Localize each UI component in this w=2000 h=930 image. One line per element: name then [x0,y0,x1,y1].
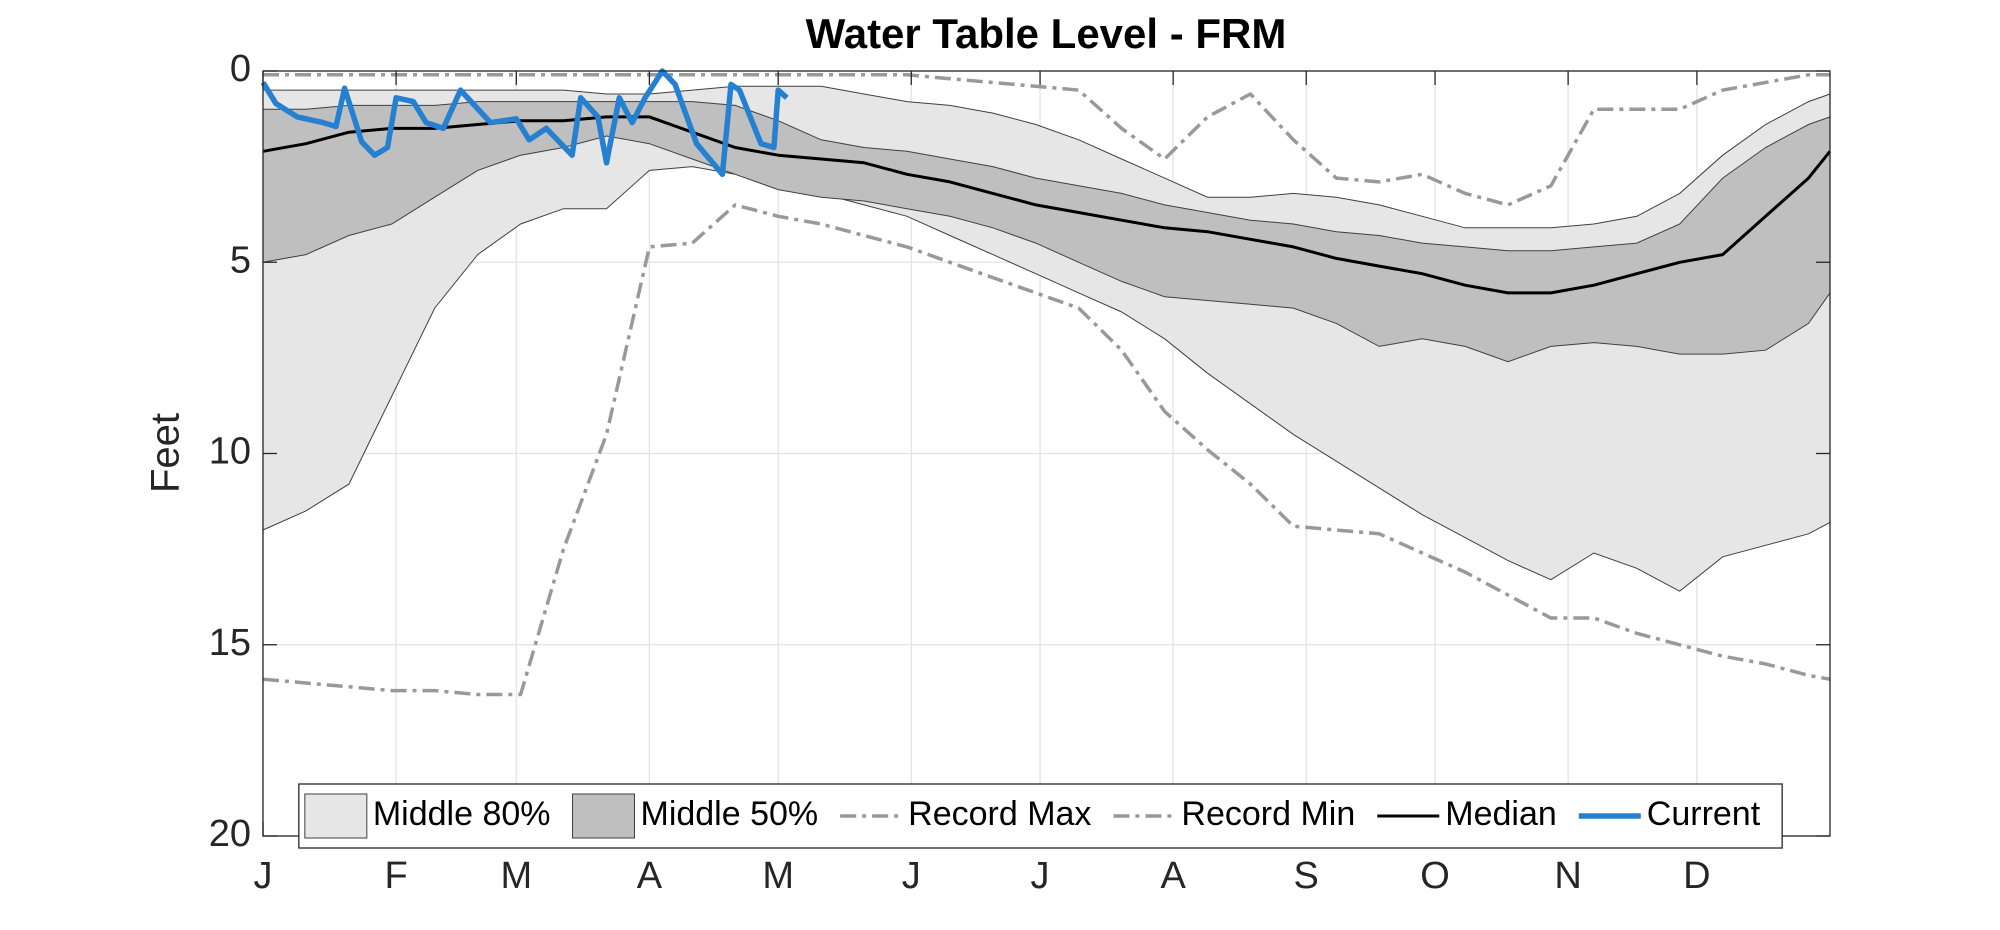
x-tick-label: O [1420,855,1450,897]
legend-label: Record Max [908,795,1091,833]
x-tick-label: D [1683,855,1710,897]
x-tick-label: F [384,855,407,897]
y-tick-label: 20 [209,813,251,855]
x-tick-label: M [762,855,794,897]
series-line [263,73,1830,207]
band-edge [263,101,1831,252]
y-axis-label: Feet [144,413,188,493]
legend-label: Current [1647,795,1761,833]
band-edge [262,135,1831,363]
chart-title: Water Table Level - FRM [806,10,1287,57]
x-tick-label: J [902,855,921,897]
x-tick-label: M [500,855,532,897]
legend: Middle 80% Middle 50% Record Max Record Min… [298,783,1783,849]
series-line [262,203,1831,697]
y-tick-label: 15 [209,622,251,664]
x-tick-label: A [637,855,663,897]
x-tick-label: J [1031,855,1050,897]
x-tick-label: J [254,855,273,897]
legend-box [298,783,1783,849]
series-line [260,68,789,178]
legend-label: Record Min [1181,795,1355,833]
band-fill [263,101,1830,362]
legend-swatch [571,793,635,839]
legend-label: Median [1445,795,1557,833]
series-line [262,115,1832,295]
legend-swatch [304,793,368,839]
x-tick-label: A [1160,855,1186,897]
band-edge [262,166,1831,592]
legend-label: Middle 80% [373,795,551,833]
legend-label: Middle 50% [640,795,818,833]
y-tick-label: 5 [230,239,251,281]
x-tick-label: S [1294,855,1319,897]
x-tick-label: N [1554,855,1581,897]
band-edge [263,85,1831,229]
y-tick-label: 0 [230,48,251,90]
band-fill [263,86,1830,592]
y-tick-label: 10 [209,431,251,473]
